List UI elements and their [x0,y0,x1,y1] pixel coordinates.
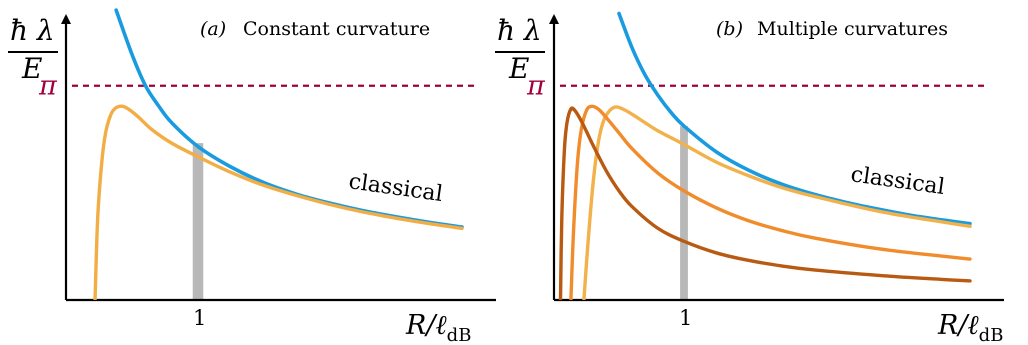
x-axis-label-main: R/ℓ [405,310,447,341]
series-line-quantum-2 [569,104,972,300]
pi-tick-label: π [38,71,58,102]
x-axis-label: R/ℓdB [405,310,471,345]
highlight-band [192,143,204,300]
y-axis-label-bottom: E [508,52,529,85]
x-tick-label: 1 [193,306,206,330]
highlight-band [680,126,688,300]
classical-annotation: classical [849,162,946,200]
panel-a: (a) Constant curvature ħ λ Eπ 1 R/ℓdB classica… [8,8,496,345]
y-axis-label-top: ħ λ [497,14,542,47]
series-line-quantum-3 [558,106,972,300]
series-line-quantum [93,104,464,300]
chart-title: Multiple curvatures [757,18,948,40]
series-group [93,8,464,300]
series-group [558,11,972,300]
classical-annotation: classical [347,169,444,207]
y-axis-label-bottom: E [21,52,42,85]
panel-b: (b) Multiple curvatures ħ λ Eπ 1 R/ℓdB classic… [495,11,1004,345]
x-axis-label: R/ℓdB [937,310,1003,345]
panel-tag: (a) [200,18,226,40]
y-axis-label-top: ħ λ [10,14,55,47]
panel-tag: (b) [716,18,743,40]
x-tick-label: 1 [679,306,692,330]
series-line-classical [617,11,972,226]
x-axis-label-main: R/ℓ [937,310,979,341]
chart-title: Constant curvature [243,18,430,40]
pi-tick-label: π [526,71,546,102]
series-line-quantum-1 [582,105,972,300]
x-axis-label-sub: dB [447,325,472,345]
x-axis-label-sub: dB [979,325,1004,345]
